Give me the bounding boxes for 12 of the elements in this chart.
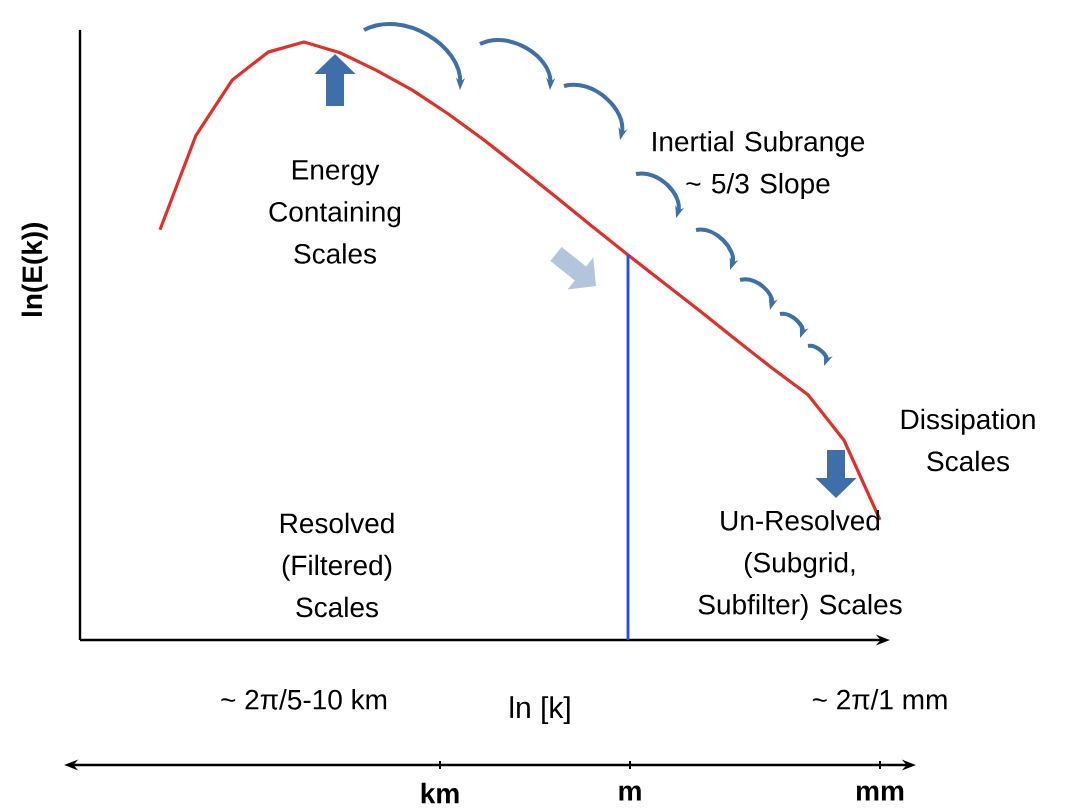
annotation: Un-Resolved (Subgrid, Subfilter) Scales <box>698 509 902 621</box>
text: Dissipation Scales <box>901 408 1035 472</box>
text: m <box>619 785 641 801</box>
text: mm <box>856 785 904 801</box>
x-tick-label: ~ 2π/5-10 km <box>221 689 387 710</box>
annotation: Resolved (Filtered) Scales <box>280 512 394 618</box>
text: km <box>421 782 459 804</box>
x-axis-title: ln [k] <box>510 696 570 725</box>
y-axis-title: ln(E(k)) <box>21 222 48 317</box>
x-tick-label: ~ 2π/1 mm <box>812 689 947 710</box>
annotation: Energy Containing Scales <box>269 160 401 264</box>
annotation: Inertial Subrange ~ 5/3 Slope <box>653 130 865 200</box>
